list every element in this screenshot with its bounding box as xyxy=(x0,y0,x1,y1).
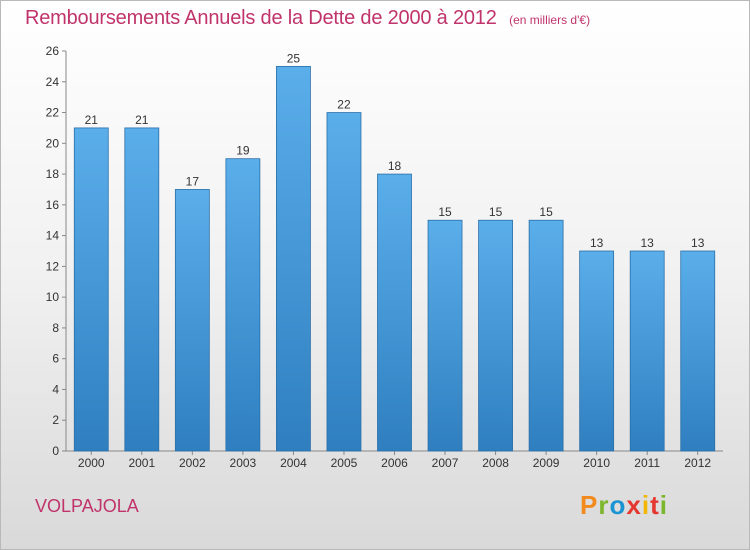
bar xyxy=(326,112,362,452)
chart-title-block: Remboursements Annuels de la Dette de 20… xyxy=(25,7,590,30)
bar xyxy=(225,158,261,452)
bar-value-label: 22 xyxy=(337,98,351,112)
y-tick-label: 2 xyxy=(52,413,59,427)
x-tick-label: 2012 xyxy=(684,456,711,470)
logo-letter: o xyxy=(609,490,627,520)
bar xyxy=(478,219,513,452)
bar-value-label: 19 xyxy=(236,144,250,158)
y-tick-label: 18 xyxy=(46,167,60,181)
x-tick-label: 2008 xyxy=(482,456,509,470)
chart-title: Remboursements Annuels de la Dette de 20… xyxy=(25,7,497,29)
bar xyxy=(276,65,311,452)
bar xyxy=(427,219,463,452)
bar-value-label: 13 xyxy=(590,236,604,250)
logo-letter: r xyxy=(598,490,610,520)
bar-value-label: 15 xyxy=(489,205,503,219)
bar-value-label: 15 xyxy=(438,205,452,219)
x-tick-label: 2000 xyxy=(78,456,105,470)
x-tick-label: 2001 xyxy=(128,456,155,470)
bar-value-label: 13 xyxy=(691,236,705,250)
x-tick-label: 2006 xyxy=(381,456,408,470)
x-tick-label: 2009 xyxy=(533,456,560,470)
y-tick-label: 8 xyxy=(52,321,59,335)
logo-letter: i xyxy=(641,490,651,520)
bar-value-label: 21 xyxy=(135,113,149,127)
proxiti-logo: Proxiti xyxy=(580,490,668,521)
y-tick-label: 24 xyxy=(46,75,60,89)
y-tick-label: 22 xyxy=(46,106,60,120)
bar xyxy=(528,219,564,452)
x-tick-label: 2002 xyxy=(179,456,206,470)
logo-letter: x xyxy=(626,490,642,520)
x-tick-label: 2004 xyxy=(280,456,307,470)
bar xyxy=(579,250,615,452)
y-tick-label: 4 xyxy=(52,382,59,396)
bar xyxy=(377,173,412,452)
logo-letter: P xyxy=(580,490,599,520)
y-tick-label: 14 xyxy=(46,229,60,243)
bar-value-label: 13 xyxy=(641,236,655,250)
x-tick-label: 2003 xyxy=(230,456,257,470)
bar xyxy=(73,127,109,452)
bar-value-label: 17 xyxy=(186,174,200,188)
bar-value-label: 21 xyxy=(85,113,99,127)
chart-subtitle: (en milliers d'€) xyxy=(509,13,591,27)
y-tick-label: 20 xyxy=(46,136,60,150)
y-tick-label: 12 xyxy=(46,259,60,273)
x-axis: 2000 2001 2002 2003 2004 2005 2006 2007 2008 2009… xyxy=(66,450,723,470)
y-tick-label: 16 xyxy=(46,198,60,212)
bar-value-label: 15 xyxy=(539,205,553,219)
y-tick-label: 26 xyxy=(46,44,60,58)
y-tick-label: 10 xyxy=(46,290,60,304)
bars: 21 21 17 19 25 22 18 15 15 15 13 13 13 xyxy=(73,51,716,452)
x-tick-label: 2005 xyxy=(331,456,358,470)
bar xyxy=(174,189,210,452)
town-name: VOLPAJOLA xyxy=(35,496,139,516)
x-tick-label: 2011 xyxy=(634,456,660,470)
bar-value-label: 18 xyxy=(388,159,402,173)
y-tick-label: 0 xyxy=(52,444,59,458)
x-tick-label: 2010 xyxy=(583,456,610,470)
bar xyxy=(124,127,160,452)
bar xyxy=(629,250,665,452)
bar xyxy=(680,250,716,452)
y-tick-label: 6 xyxy=(52,352,59,366)
logo-letter: t xyxy=(650,490,660,520)
bar-value-label: 25 xyxy=(287,51,301,65)
x-tick-label: 2007 xyxy=(432,456,459,470)
logo-letter: i xyxy=(659,490,668,520)
